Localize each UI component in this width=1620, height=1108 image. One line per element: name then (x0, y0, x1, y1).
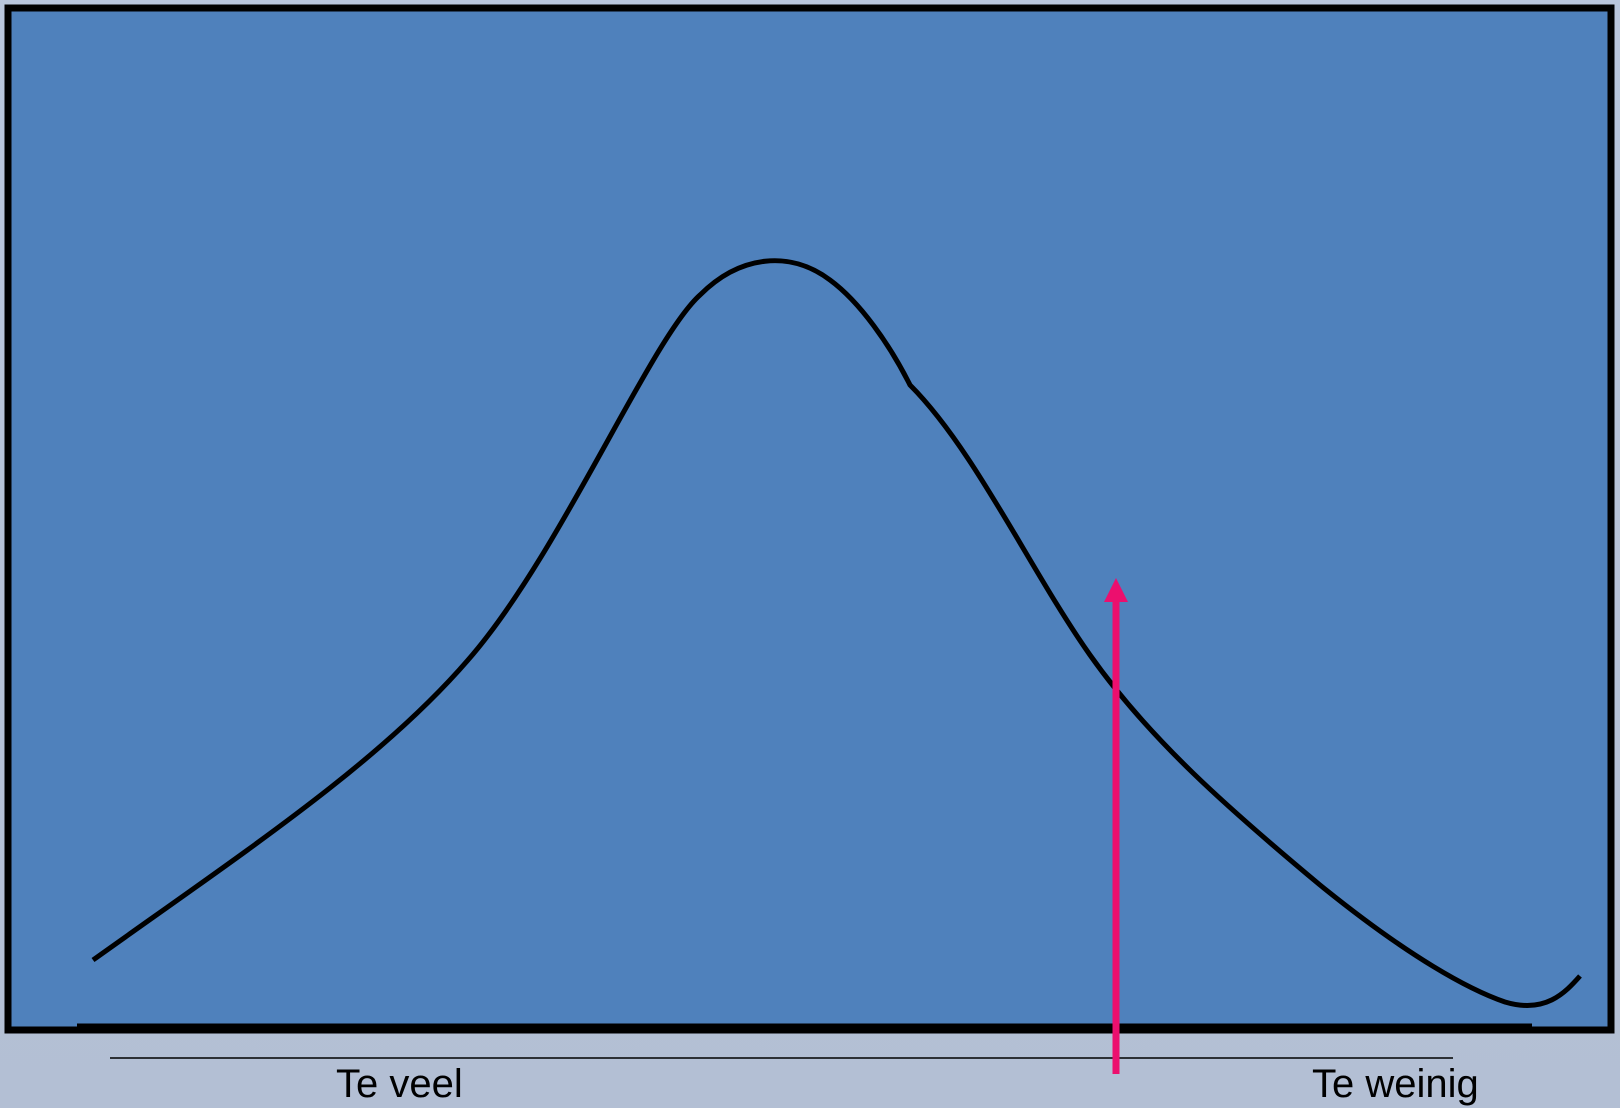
label-too-much: Te veel (336, 1062, 463, 1106)
label-too-little: Te weinig (1312, 1062, 1479, 1106)
marker-arrow-head (1104, 578, 1128, 602)
diagram-panel (4, 4, 1615, 1034)
distribution-curve (91, 258, 1582, 1009)
